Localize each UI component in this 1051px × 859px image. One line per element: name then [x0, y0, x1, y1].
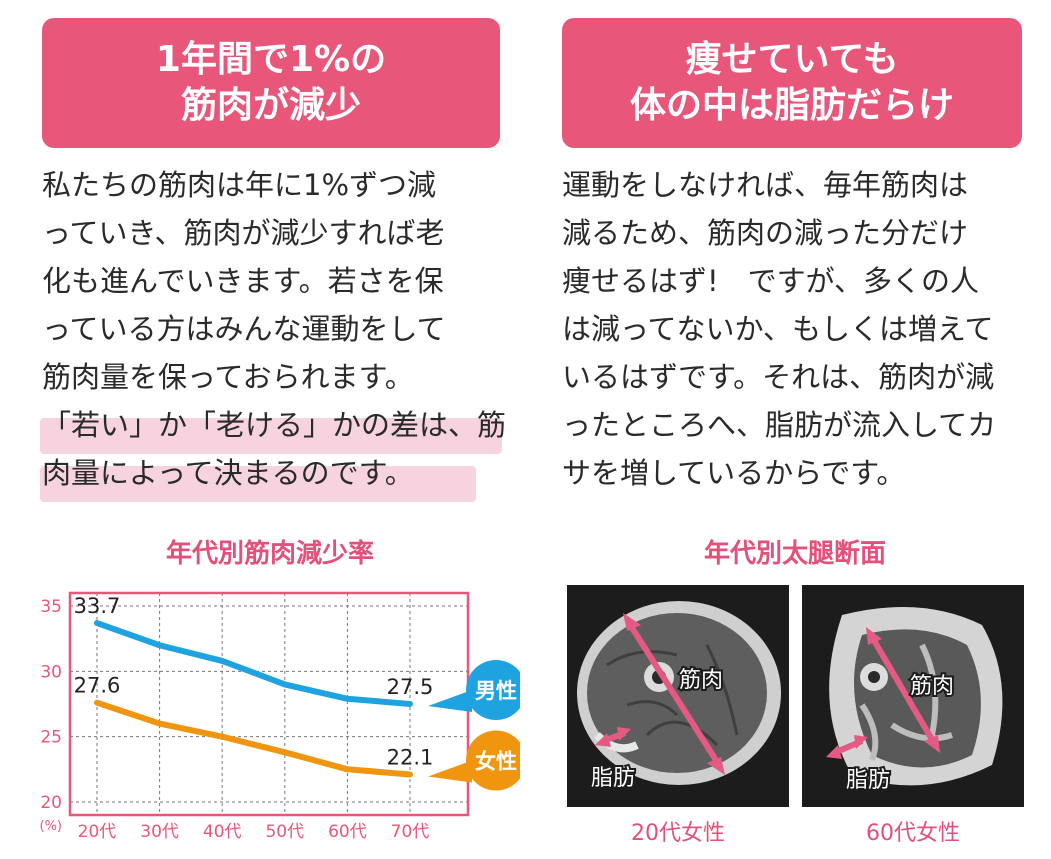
left-line: 化も進んでいきます。若さを保	[42, 264, 444, 298]
y-tick-label: 35	[40, 597, 62, 617]
x-tick-label: 40代	[203, 822, 242, 842]
caption-60s: 60代女性	[866, 821, 960, 846]
legend-pointer	[428, 690, 472, 712]
right-header: 痩せていても 体の中は脂肪だらけ	[562, 18, 1022, 148]
right-line: 運動をしなければ、毎年筋肉は	[562, 168, 969, 202]
fat-label: 脂肪	[591, 766, 635, 791]
right-header-line-2: 体の中は脂肪だらけ	[629, 85, 954, 126]
left-header: 1年間で1%の 筋肉が減少	[42, 18, 500, 148]
left-line-highlighted: 肉量によって決まるのです。	[42, 456, 414, 490]
highlight-2	[40, 466, 476, 502]
legend-pointer	[428, 760, 472, 783]
right-line: 痩せるはず! ですが、多くの人	[562, 264, 980, 298]
muscle-label: 筋肉	[910, 674, 954, 699]
right-line: ったところへ、脂肪が流入してカ	[562, 408, 997, 442]
left-header-line-2: 筋肉が減少	[180, 85, 361, 126]
right-line: は減ってないか、もしくは増えて	[562, 312, 994, 346]
series-line-male	[94, 620, 413, 707]
right-line: サを増しているからです。	[562, 456, 906, 490]
left-line: 私たちの筋肉は年に1%ずつ減	[42, 168, 437, 202]
left-line: っている方はみんな運動をして	[42, 312, 446, 346]
caption-20s: 20代女性	[631, 821, 725, 846]
y-tick-label: 25	[40, 728, 62, 748]
x-tick-label: 60代	[328, 822, 367, 842]
chart-title: 年代別筋肉減少率	[165, 539, 374, 569]
highlight-1	[40, 418, 502, 454]
right-line: いるはずです。それは、筋肉が減	[562, 360, 995, 394]
right-line: 減るため、筋肉の減った分だけ	[562, 216, 969, 250]
series-line-female	[94, 699, 413, 778]
legend-label: 男性	[475, 679, 517, 703]
x-tick-label: 30代	[140, 822, 179, 842]
left-line-highlighted: 「若い」か「老ける」かの差は、筋	[42, 408, 507, 442]
data-label: 27.5	[387, 675, 434, 699]
fat-label: 脂肪	[846, 768, 890, 793]
data-label: 33.7	[74, 594, 121, 618]
data-label: 27.6	[74, 674, 121, 698]
right-paragraph: 運動をしなければ、毎年筋肉は 減るため、筋肉の減った分だけ 痩せるはず! ですが…	[562, 161, 1042, 497]
left-paragraph: 私たちの筋肉は年に1%ずつ減 っていき、筋肉が減少すれば老 化も進んでいきます。…	[42, 161, 512, 497]
y-tick-label: 30	[40, 662, 62, 682]
data-label: 22.1	[387, 746, 434, 770]
left-header-line-1: 1年間で1%の	[155, 39, 387, 80]
x-tick-label: 20代	[78, 822, 117, 842]
images-title: 年代別太腿断面	[703, 539, 886, 569]
right-header-line-1: 痩せていても	[685, 39, 899, 80]
legend-bubble	[466, 660, 520, 720]
legend-label: 女性	[475, 750, 517, 774]
y-tick-label: 20	[40, 793, 62, 813]
muscle-label: 筋肉	[679, 668, 723, 693]
x-tick-label: 50代	[265, 822, 304, 842]
legend-bubble	[466, 730, 520, 791]
y-unit-label: (%)	[40, 819, 63, 834]
thigh-image-60s: 筋肉 脂肪	[802, 585, 1024, 807]
left-line: っていき、筋肉が減少すれば老	[42, 216, 445, 250]
left-line: 筋肉量を保っておられます。	[42, 360, 414, 394]
x-tick-label: 70代	[391, 822, 430, 842]
thigh-image-20s: 筋肉 脂肪	[567, 585, 789, 807]
